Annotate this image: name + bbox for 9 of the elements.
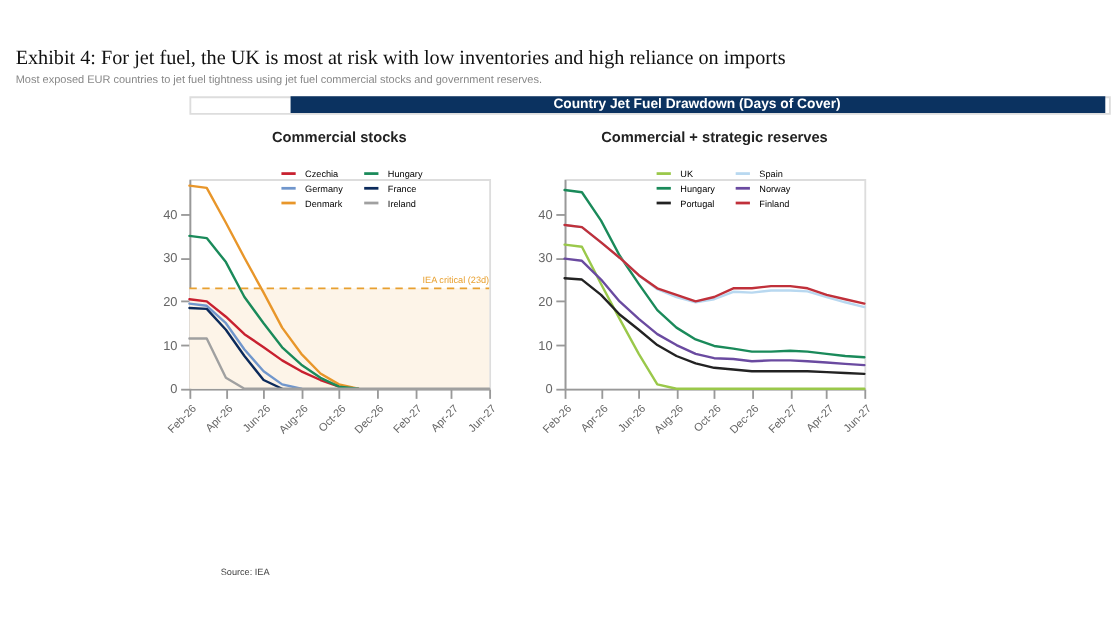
line-series: [188, 306, 284, 390]
line-series: [563, 257, 866, 367]
line-series: [188, 302, 303, 390]
chart-title: Commercial + strategic reserves: [601, 128, 828, 147]
line-series: [188, 234, 360, 390]
chart-title: Commercial stocks: [271, 128, 407, 147]
line-series: [563, 188, 866, 359]
text: Exhibit 4: For jet fuel, the UK is most at risk with low inventories and high reliance on imports: [15, 48, 786, 71]
line-series: [563, 277, 866, 376]
